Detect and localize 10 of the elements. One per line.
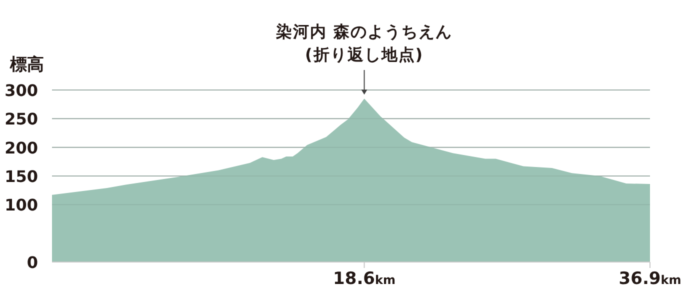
y-tick-label: 300: [4, 81, 38, 100]
x-tick-label: 18.6km: [333, 269, 396, 289]
x-tick-label: 36.9km: [618, 269, 682, 289]
y-tick-label: 200: [4, 138, 38, 158]
y-tick-label: 150: [4, 167, 38, 186]
y-tick-label: 250: [4, 110, 38, 129]
annotation: 染河内 森のようちえん (折り返し地点): [276, 22, 453, 64]
y-tick-label: 100: [4, 196, 38, 215]
y-tick-label: 0: [26, 253, 38, 272]
y-axis-title: 標高: [9, 55, 44, 75]
